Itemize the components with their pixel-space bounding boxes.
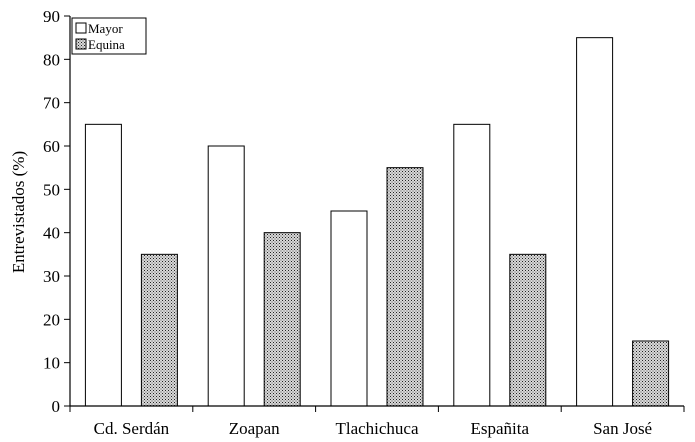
y-axis-title: Entrevistados (%) bbox=[9, 151, 28, 273]
bar-equina-3 bbox=[509, 253, 547, 407]
bar-equina-4 bbox=[632, 340, 670, 407]
y-tick-label: 30 bbox=[43, 267, 60, 286]
y-tick-label: 10 bbox=[43, 354, 60, 373]
y-tick-label: 60 bbox=[43, 137, 60, 156]
bar-equina-2 bbox=[386, 167, 424, 407]
y-tick-label: 70 bbox=[43, 94, 60, 113]
bar-mayor-1 bbox=[207, 145, 245, 407]
y-tick-label: 20 bbox=[43, 310, 60, 329]
legend-label-mayor: Mayor bbox=[88, 21, 123, 36]
y-tick-label: 50 bbox=[43, 180, 60, 199]
y-tick-label: 80 bbox=[43, 50, 60, 69]
x-tick-label: Españita bbox=[471, 419, 530, 438]
bar-mayor-4 bbox=[576, 37, 614, 407]
x-tick-label: Tlachichuca bbox=[335, 419, 419, 438]
y-axis-ticks: 0 10 20 30 40 50 60 70 80 90 bbox=[43, 7, 70, 416]
legend-swatch-mayor bbox=[75, 22, 87, 34]
bar-mayor-0 bbox=[84, 123, 122, 407]
x-tick-label: Cd. Serdán bbox=[94, 419, 170, 438]
bars bbox=[84, 37, 670, 407]
y-tick-label: 90 bbox=[43, 7, 60, 26]
bar-mayor-2 bbox=[330, 210, 368, 407]
bar-equina-1 bbox=[263, 232, 301, 407]
legend-swatch-equina bbox=[75, 38, 87, 50]
x-tick-label: San José bbox=[593, 419, 652, 438]
y-tick-label: 0 bbox=[52, 397, 61, 416]
x-axis-ticks: Cd. Serdán Zoapan Tlachichuca Españita San J… bbox=[69, 406, 685, 438]
y-tick-label: 40 bbox=[43, 224, 60, 243]
bar-mayor-3 bbox=[453, 123, 491, 407]
bar-equina-0 bbox=[140, 253, 178, 407]
legend-label-equina: Equina bbox=[88, 37, 125, 52]
x-tick-label: Zoapan bbox=[229, 419, 280, 438]
